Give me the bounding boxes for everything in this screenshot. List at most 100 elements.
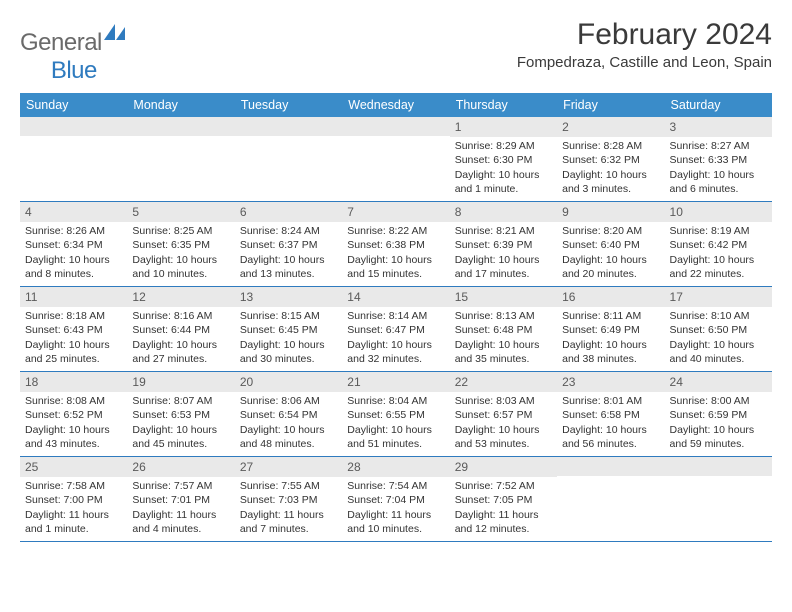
daylight-line: Daylight: 10 hours and 40 minutes. [670, 338, 767, 366]
day-cell [557, 457, 664, 541]
daylight-line: Daylight: 10 hours and 3 minutes. [562, 168, 659, 196]
day-cell: 25Sunrise: 7:58 AMSunset: 7:00 PMDayligh… [20, 457, 127, 541]
day-cell [342, 117, 449, 201]
day-body: Sunrise: 7:52 AMSunset: 7:05 PMDaylight:… [450, 477, 557, 540]
sunrise-line: Sunrise: 8:22 AM [347, 224, 444, 238]
day-body: Sunrise: 8:14 AMSunset: 6:47 PMDaylight:… [342, 307, 449, 370]
day-number: 20 [235, 372, 342, 392]
day-cell: 2Sunrise: 8:28 AMSunset: 6:32 PMDaylight… [557, 117, 664, 201]
sunrise-line: Sunrise: 8:14 AM [347, 309, 444, 323]
sunrise-line: Sunrise: 8:28 AM [562, 139, 659, 153]
sunset-line: Sunset: 6:59 PM [670, 408, 767, 422]
sunset-line: Sunset: 6:52 PM [25, 408, 122, 422]
month-title: February 2024 [517, 18, 772, 52]
sunset-line: Sunset: 6:44 PM [132, 323, 229, 337]
title-block: February 2024 Fompedraza, Castille and L… [517, 18, 772, 71]
day-cell: 17Sunrise: 8:10 AMSunset: 6:50 PMDayligh… [665, 287, 772, 371]
day-number: 2 [557, 117, 664, 137]
weekday-cell: Sunday [20, 93, 127, 117]
weekday-cell: Tuesday [235, 93, 342, 117]
day-cell: 15Sunrise: 8:13 AMSunset: 6:48 PMDayligh… [450, 287, 557, 371]
day-body: Sunrise: 8:00 AMSunset: 6:59 PMDaylight:… [665, 392, 772, 455]
day-number: 19 [127, 372, 234, 392]
day-body: Sunrise: 8:27 AMSunset: 6:33 PMDaylight:… [665, 137, 772, 200]
sunset-line: Sunset: 6:37 PM [240, 238, 337, 252]
day-body: Sunrise: 8:20 AMSunset: 6:40 PMDaylight:… [557, 222, 664, 285]
day-number: 29 [450, 457, 557, 477]
day-body: Sunrise: 8:28 AMSunset: 6:32 PMDaylight:… [557, 137, 664, 200]
sunrise-line: Sunrise: 8:13 AM [455, 309, 552, 323]
day-number: 12 [127, 287, 234, 307]
day-body: Sunrise: 8:25 AMSunset: 6:35 PMDaylight:… [127, 222, 234, 285]
sunset-line: Sunset: 6:40 PM [562, 238, 659, 252]
calendar-page: General Blue February 2024 Fompedraza, C… [0, 0, 792, 552]
day-number: 23 [557, 372, 664, 392]
weekday-row: SundayMondayTuesdayWednesdayThursdayFrid… [20, 93, 772, 117]
day-body: Sunrise: 8:19 AMSunset: 6:42 PMDaylight:… [665, 222, 772, 285]
daylight-line: Daylight: 11 hours and 4 minutes. [132, 508, 229, 536]
day-body: Sunrise: 8:26 AMSunset: 6:34 PMDaylight:… [20, 222, 127, 285]
daylight-line: Daylight: 10 hours and 51 minutes. [347, 423, 444, 451]
weekday-cell: Saturday [665, 93, 772, 117]
sunset-line: Sunset: 6:30 PM [455, 153, 552, 167]
sunset-line: Sunset: 7:05 PM [455, 493, 552, 507]
day-number: 15 [450, 287, 557, 307]
day-cell [20, 117, 127, 201]
sunrise-line: Sunrise: 8:21 AM [455, 224, 552, 238]
day-number: 22 [450, 372, 557, 392]
sunset-line: Sunset: 6:35 PM [132, 238, 229, 252]
empty-day-bar [557, 457, 664, 476]
daylight-line: Daylight: 10 hours and 35 minutes. [455, 338, 552, 366]
daylight-line: Daylight: 10 hours and 27 minutes. [132, 338, 229, 366]
sunset-line: Sunset: 6:34 PM [25, 238, 122, 252]
day-number: 26 [127, 457, 234, 477]
day-body: Sunrise: 8:04 AMSunset: 6:55 PMDaylight:… [342, 392, 449, 455]
sunset-line: Sunset: 6:32 PM [562, 153, 659, 167]
daylight-line: Daylight: 10 hours and 1 minute. [455, 168, 552, 196]
day-cell: 4Sunrise: 8:26 AMSunset: 6:34 PMDaylight… [20, 202, 127, 286]
logo-word1: General [20, 29, 102, 56]
day-body: Sunrise: 8:07 AMSunset: 6:53 PMDaylight:… [127, 392, 234, 455]
sunrise-line: Sunrise: 8:04 AM [347, 394, 444, 408]
weekday-cell: Wednesday [342, 93, 449, 117]
day-number: 9 [557, 202, 664, 222]
sunset-line: Sunset: 6:33 PM [670, 153, 767, 167]
logo-word2: Blue [51, 57, 97, 84]
sunset-line: Sunset: 6:45 PM [240, 323, 337, 337]
sunset-line: Sunset: 6:43 PM [25, 323, 122, 337]
daylight-line: Daylight: 10 hours and 30 minutes. [240, 338, 337, 366]
sunrise-line: Sunrise: 8:19 AM [670, 224, 767, 238]
day-cell: 27Sunrise: 7:55 AMSunset: 7:03 PMDayligh… [235, 457, 342, 541]
calendar-grid: SundayMondayTuesdayWednesdayThursdayFrid… [20, 93, 772, 542]
sunrise-line: Sunrise: 8:24 AM [240, 224, 337, 238]
day-cell: 1Sunrise: 8:29 AMSunset: 6:30 PMDaylight… [450, 117, 557, 201]
day-cell: 24Sunrise: 8:00 AMSunset: 6:59 PMDayligh… [665, 372, 772, 456]
day-body: Sunrise: 8:06 AMSunset: 6:54 PMDaylight:… [235, 392, 342, 455]
day-cell: 6Sunrise: 8:24 AMSunset: 6:37 PMDaylight… [235, 202, 342, 286]
day-cell: 29Sunrise: 7:52 AMSunset: 7:05 PMDayligh… [450, 457, 557, 541]
sunrise-line: Sunrise: 8:29 AM [455, 139, 552, 153]
day-body: Sunrise: 8:15 AMSunset: 6:45 PMDaylight:… [235, 307, 342, 370]
day-cell: 8Sunrise: 8:21 AMSunset: 6:39 PMDaylight… [450, 202, 557, 286]
day-number: 7 [342, 202, 449, 222]
day-cell: 10Sunrise: 8:19 AMSunset: 6:42 PMDayligh… [665, 202, 772, 286]
day-number: 8 [450, 202, 557, 222]
sunset-line: Sunset: 7:03 PM [240, 493, 337, 507]
daylight-line: Daylight: 10 hours and 59 minutes. [670, 423, 767, 451]
day-body: Sunrise: 8:11 AMSunset: 6:49 PMDaylight:… [557, 307, 664, 370]
day-body: Sunrise: 8:03 AMSunset: 6:57 PMDaylight:… [450, 392, 557, 455]
empty-day-bar [665, 457, 772, 476]
week-row: 4Sunrise: 8:26 AMSunset: 6:34 PMDaylight… [20, 202, 772, 287]
day-number: 28 [342, 457, 449, 477]
sunrise-line: Sunrise: 8:00 AM [670, 394, 767, 408]
daylight-line: Daylight: 10 hours and 45 minutes. [132, 423, 229, 451]
sunset-line: Sunset: 6:57 PM [455, 408, 552, 422]
week-row: 1Sunrise: 8:29 AMSunset: 6:30 PMDaylight… [20, 117, 772, 202]
sunset-line: Sunset: 6:38 PM [347, 238, 444, 252]
sunrise-line: Sunrise: 8:06 AM [240, 394, 337, 408]
day-cell: 9Sunrise: 8:20 AMSunset: 6:40 PMDaylight… [557, 202, 664, 286]
sunrise-line: Sunrise: 8:07 AM [132, 394, 229, 408]
day-number: 4 [20, 202, 127, 222]
day-cell [235, 117, 342, 201]
day-body: Sunrise: 7:57 AMSunset: 7:01 PMDaylight:… [127, 477, 234, 540]
